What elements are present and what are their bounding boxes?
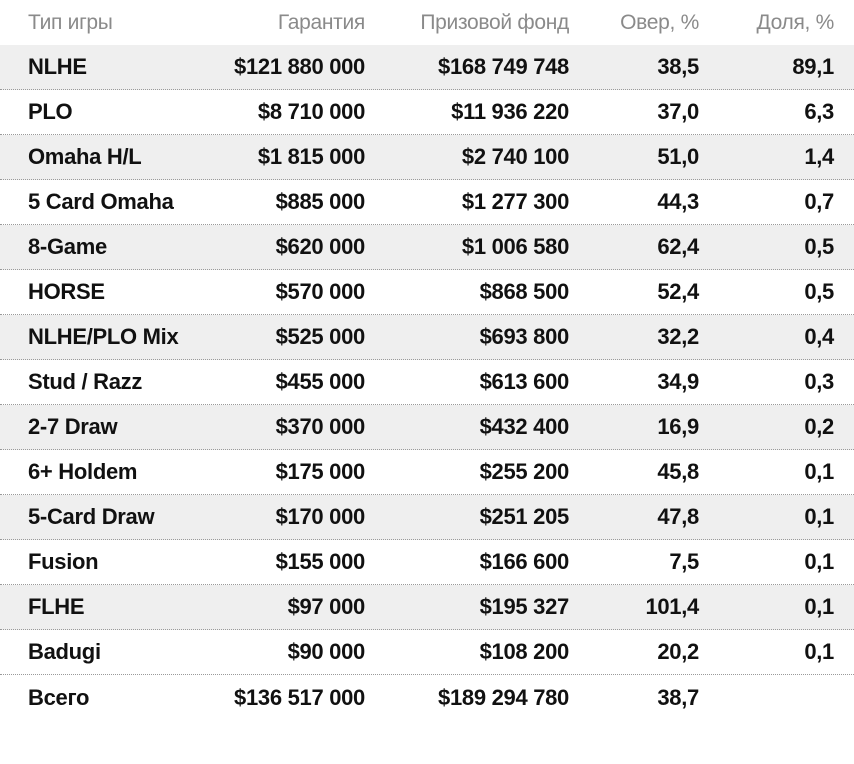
- cell-prize-pool: $868 500: [479, 279, 570, 304]
- cell-overlay: 44,3: [657, 189, 699, 214]
- cell-overlay: 16,9: [657, 414, 699, 439]
- total-label: Всего: [28, 684, 90, 710]
- total-row: Всего $136 517 000 $189 294 780 38,7: [0, 675, 854, 720]
- table-row: 2-7 Draw $370 000 $432 400 16,9 0,2: [0, 405, 854, 450]
- cell-overlay: 32,2: [657, 324, 699, 349]
- cell-overlay: 38,5: [657, 54, 699, 79]
- table-row: Badugi $90 000 $108 200 20,2 0,1: [0, 630, 854, 675]
- cell-game-type: 5-Card Draw: [28, 504, 155, 529]
- cell-game-type: Fusion: [28, 549, 99, 574]
- cell-overlay: 20,2: [657, 639, 699, 664]
- cell-guarantee: $370 000: [275, 414, 366, 439]
- cell-overlay: 7,5: [669, 549, 699, 574]
- cell-game-type: 5 Card Omaha: [28, 189, 174, 214]
- cell-game-type: PLO: [28, 99, 73, 124]
- cell-overlay: 47,8: [657, 504, 699, 529]
- table-row: Fusion $155 000 $166 600 7,5 0,1: [0, 540, 854, 585]
- cell-prize-pool: $693 800: [479, 324, 570, 349]
- cell-guarantee: $97 000: [287, 594, 366, 619]
- cell-guarantee: $8 710 000: [257, 99, 365, 124]
- cell-share: 0,2: [804, 414, 834, 439]
- cell-prize-pool: $255 200: [479, 459, 570, 484]
- cell-guarantee: $525 000: [275, 324, 366, 349]
- cell-share: 1,4: [804, 144, 834, 169]
- cell-guarantee: $90 000: [287, 639, 366, 664]
- table-row: 6+ Holdem $175 000 $255 200 45,8 0,1: [0, 450, 854, 495]
- cell-share: 0,1: [804, 549, 834, 574]
- cell-guarantee: $1 815 000: [257, 144, 365, 169]
- cell-share: 0,1: [804, 639, 834, 664]
- cell-prize-pool: $2 740 100: [461, 144, 569, 169]
- cell-share: 0,1: [804, 459, 834, 484]
- table-row: NLHE/PLO Mix $525 000 $693 800 32,2 0,4: [0, 315, 854, 360]
- table-row: NLHE $121 880 000 $168 749 748 38,5 89,1: [0, 45, 854, 90]
- cell-overlay: 52,4: [657, 279, 699, 304]
- cell-share: 0,4: [804, 324, 834, 349]
- cell-game-type: Stud / Razz: [28, 369, 143, 394]
- cell-guarantee: $455 000: [275, 369, 366, 394]
- cell-game-type: HORSE: [28, 279, 105, 304]
- cell-game-type: NLHE: [28, 54, 87, 79]
- table-row: 8-Game $620 000 $1 006 580 62,4 0,5: [0, 225, 854, 270]
- total-overlay: 38,7: [657, 684, 699, 710]
- cell-share: 0,7: [804, 189, 834, 214]
- cell-overlay: 62,4: [657, 234, 699, 259]
- header-share: Доля, %: [756, 10, 834, 34]
- cell-share: 0,5: [804, 234, 834, 259]
- table-row: Stud / Razz $455 000 $613 600 34,9 0,3: [0, 360, 854, 405]
- cell-overlay: 101,4: [645, 594, 699, 619]
- table-row: 5-Card Draw $170 000 $251 205 47,8 0,1: [0, 495, 854, 540]
- cell-guarantee: $885 000: [275, 189, 366, 214]
- table-row: Omaha H/L $1 815 000 $2 740 100 51,0 1,4: [0, 135, 854, 180]
- cell-prize-pool: $432 400: [479, 414, 570, 439]
- table-row: HORSE $570 000 $868 500 52,4 0,5: [0, 270, 854, 315]
- cell-game-type: Badugi: [28, 639, 101, 664]
- table-row: FLHE $97 000 $195 327 101,4 0,1: [0, 585, 854, 630]
- cell-game-type: FLHE: [28, 594, 85, 619]
- cell-prize-pool: $11 936 220: [451, 99, 569, 124]
- cell-guarantee: $170 000: [275, 504, 366, 529]
- cell-share: 0,3: [804, 369, 834, 394]
- cell-overlay: 51,0: [657, 144, 699, 169]
- cell-prize-pool: $1 277 300: [461, 189, 569, 214]
- cell-game-type: 8-Game: [28, 234, 107, 259]
- cell-share: 0,1: [804, 504, 834, 529]
- cell-game-type: 2-7 Draw: [28, 414, 118, 439]
- cell-prize-pool: $251 205: [479, 504, 570, 529]
- header-overlay: Овер, %: [620, 10, 699, 34]
- cell-overlay: 45,8: [657, 459, 699, 484]
- cell-prize-pool: $1 006 580: [461, 234, 569, 259]
- header-game-type: Тип игры: [28, 10, 113, 34]
- cell-game-type: NLHE/PLO Mix: [28, 324, 179, 349]
- cell-game-type: 6+ Holdem: [28, 459, 138, 484]
- cell-prize-pool: $166 600: [479, 549, 570, 574]
- header-prize-pool: Призовой фонд: [420, 10, 569, 34]
- cell-prize-pool: $168 749 748: [438, 54, 569, 79]
- cell-share: 89,1: [792, 54, 834, 79]
- table-row: 5 Card Omaha $885 000 $1 277 300 44,3 0,7: [0, 180, 854, 225]
- table-row: PLO $8 710 000 $11 936 220 37,0 6,3: [0, 90, 854, 135]
- cell-share: 0,1: [804, 594, 834, 619]
- table-body: NLHE $121 880 000 $168 749 748 38,5 89,1 PLO $…: [0, 45, 854, 675]
- cell-guarantee: $121 880 000: [234, 54, 365, 79]
- tournament-table: Тип игры Гарантия Призовой фонд Овер, % …: [0, 0, 854, 720]
- cell-guarantee: $620 000: [275, 234, 366, 259]
- cell-share: 6,3: [804, 99, 834, 124]
- cell-guarantee: $175 000: [275, 459, 366, 484]
- cell-prize-pool: $613 600: [479, 369, 570, 394]
- total-prize-pool: $189 294 780: [438, 684, 569, 710]
- table-header: Тип игры Гарантия Призовой фонд Овер, % …: [0, 0, 854, 45]
- header-guarantee: Гарантия: [277, 10, 365, 34]
- cell-prize-pool: $195 327: [479, 594, 570, 619]
- cell-overlay: 37,0: [657, 99, 699, 124]
- cell-guarantee: $155 000: [275, 549, 366, 574]
- total-guarantee: $136 517 000: [234, 684, 365, 710]
- cell-guarantee: $570 000: [275, 279, 366, 304]
- cell-game-type: Omaha H/L: [28, 144, 142, 169]
- cell-share: 0,5: [804, 279, 834, 304]
- cell-prize-pool: $108 200: [479, 639, 570, 664]
- cell-overlay: 34,9: [657, 369, 699, 394]
